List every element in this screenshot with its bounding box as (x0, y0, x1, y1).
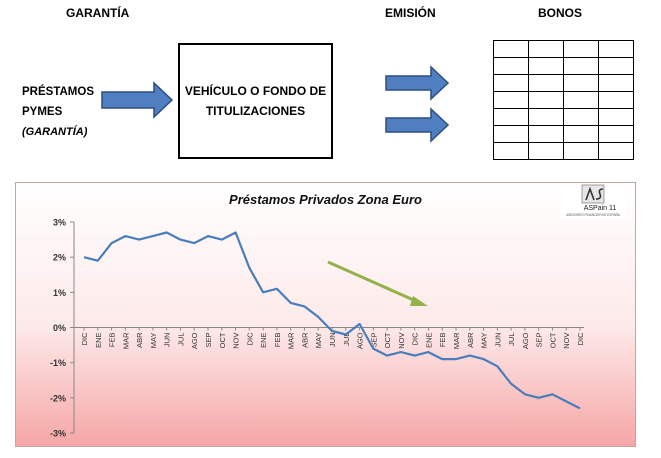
arrow-to-vehicle (101, 81, 174, 119)
x-tick-label: AGO (521, 332, 530, 349)
x-tick-label: JUL (342, 333, 351, 346)
x-tick-label: MAY (314, 333, 323, 349)
label-line3: (GARANTÍA) (22, 126, 88, 138)
x-tick-label: SEP (369, 333, 378, 348)
x-tick-label: NOV (562, 333, 571, 349)
x-tick-label: ABR (300, 332, 309, 348)
y-tick-label: -2% (50, 393, 66, 403)
x-tick-label: MAR (287, 332, 296, 349)
x-tick-label: OCT (218, 332, 227, 348)
x-tick-label: MAY (480, 333, 489, 349)
x-tick-label: AGO (190, 332, 199, 349)
x-tick-label: ENE (259, 333, 268, 348)
x-tick-label: OCT (383, 332, 392, 348)
series-line (83, 231, 581, 410)
flow-arrows (101, 65, 450, 143)
label-line2: PYMES (22, 106, 63, 118)
label-line1: PRÉSTAMOS (22, 86, 94, 98)
x-tick-label: NOV (397, 333, 406, 349)
x-tick-label: MAR (121, 332, 130, 349)
x-tick-label: NOV (232, 333, 241, 349)
y-tick-label: 1% (53, 288, 66, 298)
x-tick-label: SEP (535, 333, 544, 348)
x-tick-label: DIC (411, 332, 420, 346)
x-tick-label: JUN (163, 333, 172, 348)
x-tick-label: MAR (452, 332, 461, 349)
vehicle-fund-box: VEHÍCULO O FONDO DE TITULIZACIONES (178, 43, 333, 159)
x-tick-label: ABR (466, 332, 475, 348)
chart-title: Préstamos Privados Zona Euro (229, 192, 422, 207)
x-tick-label: JUN (493, 333, 502, 348)
y-tick-label: 0% (53, 323, 66, 333)
header-emision: EMISIÓN (385, 6, 436, 20)
x-tick-label: MAY (149, 333, 158, 349)
aspain-logo: ASPain 11 ASESORES FINANCIEROS ESPAÑA (560, 183, 626, 219)
x-tick-label: FEB (108, 333, 117, 348)
x-tick-label: DIC (576, 332, 585, 346)
logo-text: ASPain 11 (584, 205, 617, 212)
arrow-emision-top (385, 65, 450, 101)
vehicle-line1: VEHÍCULO O FONDO DE (184, 84, 327, 98)
x-tick-label: OCT (548, 332, 557, 348)
x-tick-label: DIC (80, 332, 89, 346)
prestamos-pymes-label: PRÉSTAMOS PYMES (GARANTÍA) (22, 82, 94, 142)
x-tick-label: AGO (356, 332, 365, 349)
x-tick-label: FEB (438, 333, 447, 348)
x-tick-label: FEB (273, 333, 282, 348)
x-tick-label: JUL (176, 333, 185, 346)
logo-subtext: ASESORES FINANCIEROS ESPAÑA (566, 212, 621, 217)
trend-arrow-shaft (327, 260, 419, 304)
x-tick-label: JUL (507, 333, 516, 346)
y-tick-label: -3% (50, 429, 66, 439)
vehicle-line2: TITULIZACIONES (205, 104, 306, 118)
x-tick-label: DIC (245, 332, 254, 346)
y-tick-label: -1% (50, 358, 66, 368)
bonos-grid (493, 40, 634, 160)
x-tick-label: ENE (424, 333, 433, 348)
x-tick-label: ABR (135, 332, 144, 348)
trend-arrow-head (410, 296, 428, 306)
header-bonos: BONOS (538, 6, 583, 20)
chart-panel: Préstamos Privados Zona Euro (15, 182, 636, 447)
y-tick-label: 3% (53, 218, 66, 228)
x-tick-label: JUN (328, 333, 337, 348)
y-tick-label: 2% (53, 253, 66, 263)
x-tick-label: ENE (94, 333, 103, 348)
arrow-emision-bottom (385, 107, 450, 143)
x-tick-label: SEP (204, 333, 213, 348)
header-garantia: GARANTÍA (66, 6, 130, 20)
